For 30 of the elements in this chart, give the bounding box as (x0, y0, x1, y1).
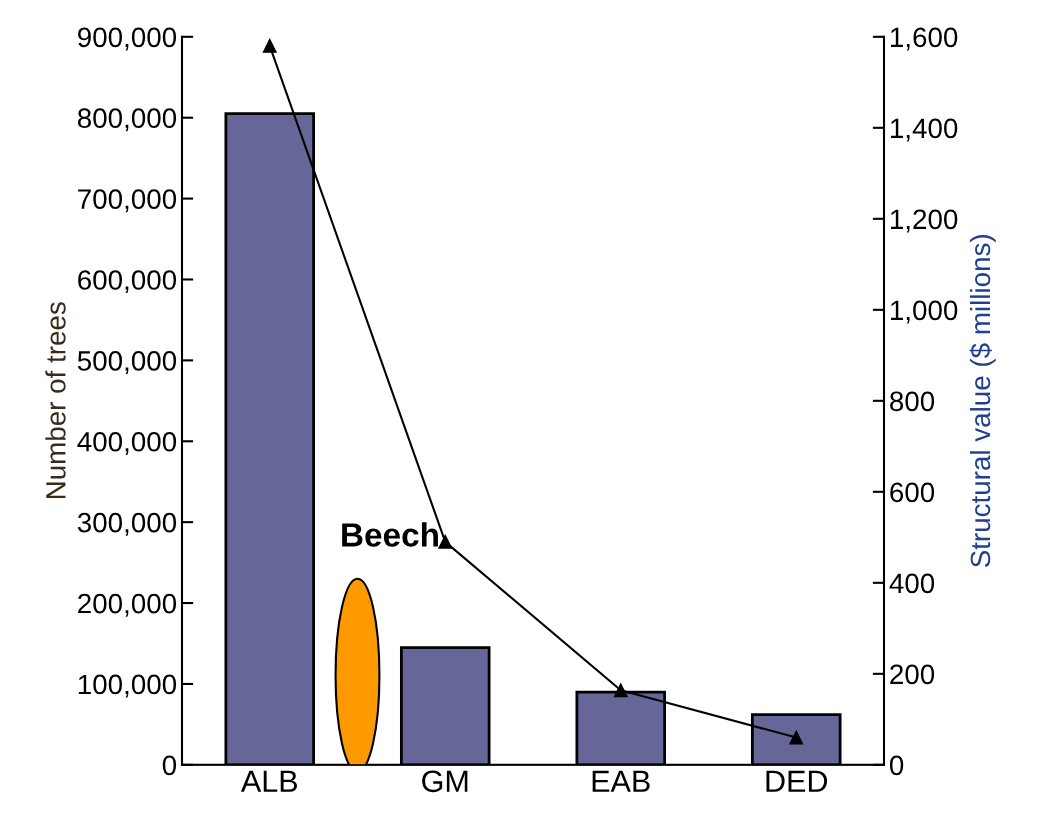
y-tick-label: 200,000 (78, 593, 177, 617)
y2-tick-label: 1,000 (890, 300, 958, 324)
x-tick-label: GM (422, 770, 468, 793)
y2-tick-label: 1,200 (890, 209, 958, 233)
y2-tick-label: 200 (890, 664, 935, 685)
y2-tick-label: 400 (889, 573, 935, 594)
y-tick-label: 600,000 (78, 270, 177, 294)
y2-axis-title: Structural value ($ millions) (969, 235, 996, 568)
x-tick-label: DED (766, 770, 828, 792)
x-tick-label: EAB (592, 770, 650, 792)
y2-tick-label: 1,400 (890, 118, 958, 142)
y-tick-label: 400,000 (77, 431, 177, 455)
y2-tick-label: 0 (889, 755, 904, 776)
annotation: Beech (342, 522, 438, 547)
y-tick-label: 800,000 (77, 108, 177, 132)
point (613, 683, 628, 698)
point (789, 730, 804, 745)
y-tick-label: 100,000 (78, 674, 177, 698)
x-tick-label: ALB (240, 770, 298, 792)
y-tick-label: 300,000 (77, 512, 177, 536)
y2-tick-label: 1,600 (890, 27, 958, 51)
y-axis-title: Number of trees (45, 302, 66, 499)
point (438, 534, 453, 549)
y-tick-label: 700,000 (78, 189, 177, 213)
point (262, 38, 277, 53)
y-tick-label: 0 (162, 755, 177, 776)
y2-tick-label: 600 (890, 482, 935, 503)
y-tick-label: 900,000 (78, 27, 177, 51)
y-tick-label: 500,000 (77, 351, 177, 374)
y2-tick-label: 800 (890, 391, 935, 412)
